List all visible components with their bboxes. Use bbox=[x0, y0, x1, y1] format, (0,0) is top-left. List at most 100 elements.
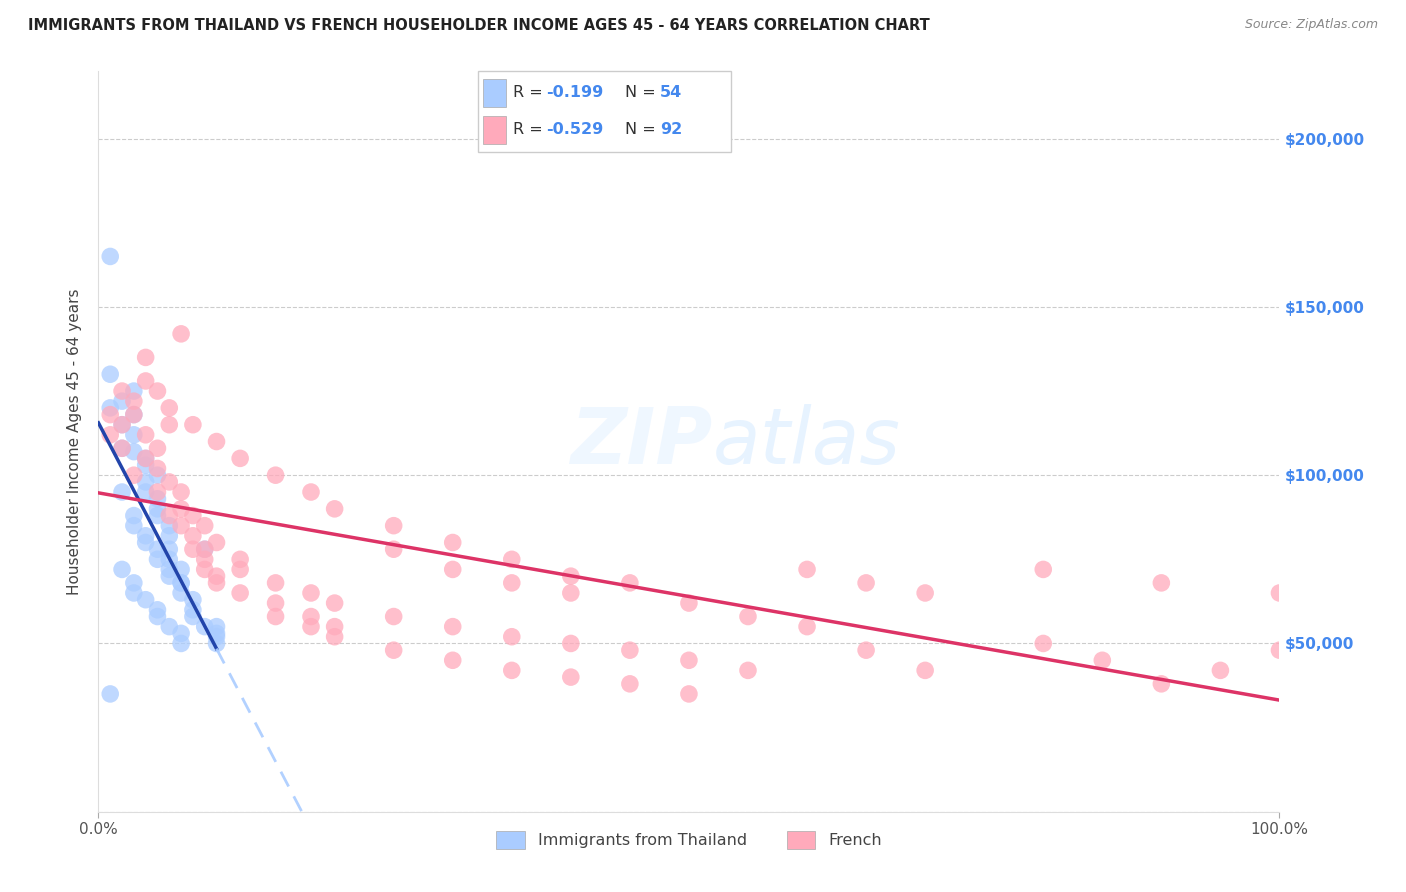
Point bbox=[1209, 664, 1232, 678]
Text: N =: N = bbox=[624, 121, 661, 136]
Point bbox=[382, 518, 405, 533]
Point bbox=[122, 468, 145, 483]
Point bbox=[1268, 643, 1291, 657]
Point bbox=[135, 374, 157, 388]
Point bbox=[1091, 653, 1114, 667]
Point bbox=[205, 535, 228, 549]
Point bbox=[135, 427, 157, 442]
Point bbox=[135, 529, 157, 543]
Point bbox=[111, 562, 134, 576]
Text: Source: ZipAtlas.com: Source: ZipAtlas.com bbox=[1244, 18, 1378, 31]
Point bbox=[146, 485, 169, 500]
Point bbox=[146, 384, 169, 398]
Point bbox=[194, 542, 217, 557]
Point bbox=[111, 417, 134, 432]
Point bbox=[264, 609, 287, 624]
Point bbox=[111, 417, 134, 432]
Point bbox=[205, 619, 228, 633]
Point bbox=[619, 643, 641, 657]
Point bbox=[323, 619, 346, 633]
Point bbox=[855, 575, 877, 590]
Point bbox=[135, 475, 157, 489]
Point bbox=[157, 475, 180, 489]
Point bbox=[111, 442, 134, 456]
Point bbox=[501, 575, 523, 590]
Point bbox=[560, 569, 582, 583]
Point bbox=[441, 562, 464, 576]
Point bbox=[264, 575, 287, 590]
Point bbox=[170, 501, 193, 516]
Point bbox=[1032, 636, 1054, 650]
Point bbox=[382, 542, 405, 557]
Point bbox=[501, 664, 523, 678]
Point bbox=[1032, 562, 1054, 576]
Point bbox=[194, 562, 217, 576]
Point bbox=[678, 596, 700, 610]
Point bbox=[157, 562, 180, 576]
Point bbox=[194, 552, 217, 566]
Point bbox=[501, 552, 523, 566]
Point bbox=[229, 586, 252, 600]
Point bbox=[135, 592, 157, 607]
Point bbox=[299, 609, 322, 624]
Point bbox=[1150, 575, 1173, 590]
Point bbox=[737, 664, 759, 678]
Point bbox=[170, 575, 193, 590]
Text: -0.199: -0.199 bbox=[547, 85, 603, 100]
Point bbox=[678, 653, 700, 667]
Point bbox=[157, 401, 180, 415]
Point bbox=[135, 351, 157, 365]
Point bbox=[205, 434, 228, 449]
Point bbox=[170, 626, 193, 640]
Point bbox=[299, 619, 322, 633]
Point bbox=[181, 603, 204, 617]
Point bbox=[170, 326, 193, 341]
Point bbox=[122, 508, 145, 523]
FancyBboxPatch shape bbox=[484, 78, 506, 107]
Text: IMMIGRANTS FROM THAILAND VS FRENCH HOUSEHOLDER INCOME AGES 45 - 64 YEARS CORRELA: IMMIGRANTS FROM THAILAND VS FRENCH HOUSE… bbox=[28, 18, 929, 33]
Point bbox=[98, 401, 121, 415]
Point bbox=[737, 609, 759, 624]
Point bbox=[229, 552, 252, 566]
FancyBboxPatch shape bbox=[478, 71, 731, 152]
Point bbox=[122, 408, 145, 422]
Point bbox=[157, 518, 180, 533]
Point bbox=[560, 636, 582, 650]
Point bbox=[796, 562, 818, 576]
Point bbox=[441, 619, 464, 633]
Point bbox=[229, 562, 252, 576]
Point bbox=[181, 592, 204, 607]
Point bbox=[441, 653, 464, 667]
Point bbox=[157, 542, 180, 557]
Text: ZIP: ZIP bbox=[571, 403, 713, 480]
Point bbox=[146, 603, 169, 617]
Point bbox=[98, 427, 121, 442]
Point bbox=[122, 444, 145, 458]
Text: N =: N = bbox=[624, 85, 661, 100]
Point bbox=[194, 518, 217, 533]
Point bbox=[111, 442, 134, 456]
Point bbox=[146, 552, 169, 566]
Point bbox=[382, 643, 405, 657]
Point bbox=[264, 468, 287, 483]
Text: -0.529: -0.529 bbox=[547, 121, 603, 136]
Point bbox=[122, 394, 145, 409]
Point bbox=[1150, 677, 1173, 691]
Point bbox=[501, 630, 523, 644]
Point bbox=[299, 586, 322, 600]
Point bbox=[98, 250, 121, 264]
Point bbox=[146, 508, 169, 523]
Point bbox=[170, 485, 193, 500]
Point bbox=[619, 677, 641, 691]
Point bbox=[122, 575, 145, 590]
Point bbox=[122, 518, 145, 533]
Point bbox=[157, 619, 180, 633]
Point bbox=[146, 468, 169, 483]
Point bbox=[1386, 619, 1406, 633]
Point bbox=[135, 458, 157, 472]
FancyBboxPatch shape bbox=[484, 116, 506, 144]
Point bbox=[181, 508, 204, 523]
Point bbox=[678, 687, 700, 701]
Point bbox=[194, 619, 217, 633]
Point bbox=[170, 586, 193, 600]
